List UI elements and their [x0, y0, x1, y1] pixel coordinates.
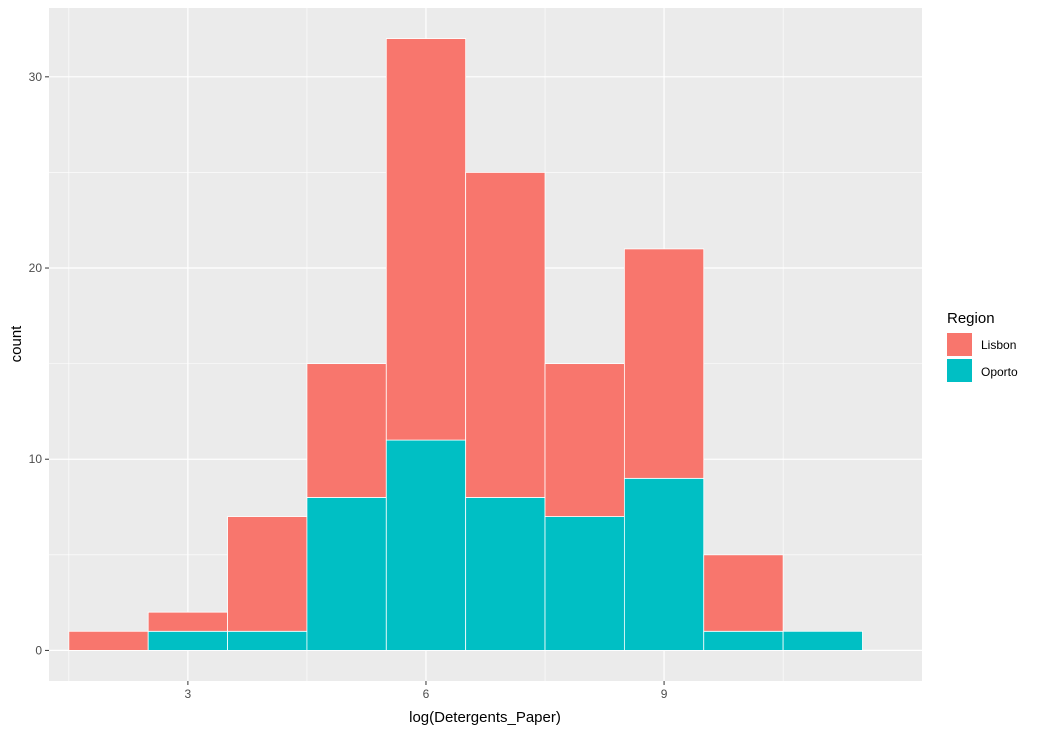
legend-title: Region — [947, 310, 995, 327]
bar-oporto — [306, 497, 387, 651]
bar-lisbon — [703, 554, 784, 632]
bar-lisbon — [147, 611, 228, 632]
histogram-bars — [68, 38, 863, 651]
bar-lisbon — [385, 38, 467, 441]
bar-oporto — [782, 630, 863, 651]
legend-key-oporto — [947, 359, 972, 382]
bar-lisbon — [465, 172, 546, 498]
bar-oporto — [147, 630, 228, 651]
y-tick-label: 30 — [29, 70, 43, 84]
y-axis-ticks: 0 10 20 30 — [29, 70, 49, 657]
x-tick-label: 6 — [423, 687, 430, 701]
bar-oporto — [465, 497, 546, 651]
bar-lisbon — [68, 630, 149, 651]
y-axis-title: count — [8, 325, 25, 363]
legend-label-oporto: Oporto — [981, 365, 1018, 379]
bar-oporto — [703, 630, 784, 651]
bar-oporto — [227, 630, 308, 651]
bar-oporto — [544, 516, 625, 651]
x-tick-label: 3 — [185, 687, 192, 701]
x-axis-title: log(Detergents_Paper) — [409, 709, 561, 726]
legend-label-lisbon: Lisbon — [981, 338, 1016, 352]
y-tick-label: 20 — [29, 261, 43, 275]
bar-lisbon — [623, 248, 705, 479]
bar-oporto — [623, 477, 705, 651]
bar-lisbon — [306, 363, 387, 498]
y-tick-label: 0 — [35, 643, 42, 657]
bar-oporto — [385, 439, 467, 651]
bar-lisbon — [227, 516, 308, 632]
x-axis-ticks: 3 6 9 — [185, 681, 668, 701]
y-tick-label: 10 — [29, 452, 43, 466]
x-tick-label: 9 — [661, 687, 668, 701]
legend: Region Lisbon Oporto — [947, 310, 1018, 382]
legend-key-lisbon — [947, 333, 972, 356]
bar-lisbon — [544, 363, 625, 517]
